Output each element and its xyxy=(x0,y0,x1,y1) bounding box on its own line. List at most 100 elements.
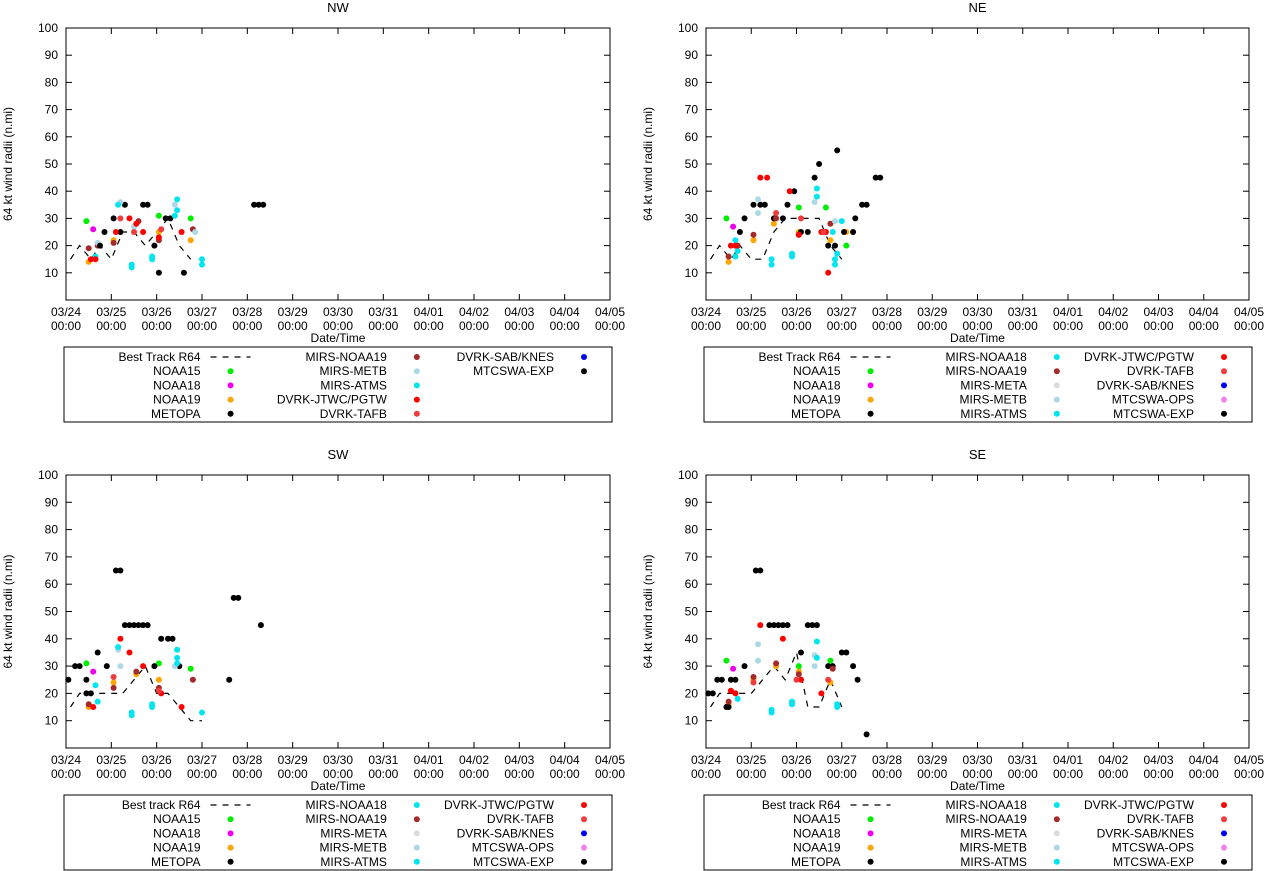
point-mirs-metb xyxy=(171,201,178,208)
legend-label: MIRS-META xyxy=(960,378,1026,392)
legend-label: DVRK-SAB/KNES xyxy=(1097,826,1194,840)
point-dvrk-jtwc-pgtw xyxy=(732,242,739,249)
legend-label: METOPA xyxy=(151,407,201,421)
point-dvrk-jtwc-pgtw xyxy=(795,231,802,238)
best-track-line xyxy=(70,217,192,261)
y-tick-label: 100 xyxy=(38,468,58,482)
legend-swatch-dot xyxy=(1221,382,1227,389)
point-dvrk-jtwc-pgtw xyxy=(757,174,764,181)
x-tick-label: 03/28 00:00 xyxy=(872,305,902,333)
point-metopa xyxy=(816,161,823,167)
x-tick-label: 03/27 00:00 xyxy=(827,753,857,781)
point-metopa xyxy=(83,690,90,697)
point-metopa xyxy=(235,594,242,601)
chart-title: NE xyxy=(968,0,986,15)
legend-swatch-dot xyxy=(1221,844,1227,851)
point-metopa xyxy=(705,690,712,697)
point-dvrk-jtwc-pgtw xyxy=(779,635,786,642)
legend-label: DVRK-JTWC/PGTW xyxy=(1084,798,1195,812)
point-metopa xyxy=(804,622,811,629)
y-tick-label: 40 xyxy=(685,184,699,198)
point-dvrk-jtwc-pgtw xyxy=(140,663,147,670)
plot-frame xyxy=(65,27,611,301)
legend-label: MTCSWA-EXP xyxy=(473,364,554,378)
point-mirs-atms xyxy=(732,253,739,260)
point-metopa xyxy=(103,663,110,670)
legend-label: NOAA19 xyxy=(793,393,841,407)
x-tick-label: 03/27 00:00 xyxy=(187,753,217,781)
legend-swatch-dot xyxy=(1221,802,1227,808)
x-tick-label: 03/29 00:00 xyxy=(917,753,947,781)
legend-label: MIRS-NOAA18 xyxy=(946,798,1028,812)
y-tick-label: 90 xyxy=(45,495,59,509)
point-metopa xyxy=(135,622,142,629)
legend-label: DVRK-TAFB xyxy=(320,407,387,421)
point-mirs-atms xyxy=(789,250,795,257)
x-axis-label: Date/Time xyxy=(311,779,366,793)
y-tick-label: 60 xyxy=(685,577,699,591)
legend-swatch-dot xyxy=(867,830,874,837)
x-tick-label: 03/25 00:00 xyxy=(96,753,126,781)
point-metopa xyxy=(775,622,782,629)
legend-swatch-dot xyxy=(867,368,874,375)
legend-label: MIRS-ATMS xyxy=(320,378,386,392)
legend-swatch-dot xyxy=(1053,354,1060,360)
legend-label: MIRS-ATMS xyxy=(960,855,1026,869)
point-dvrk-tafb xyxy=(117,215,124,222)
legend-label: DVRK-JTWC/PGTW xyxy=(1084,350,1195,364)
x-tick-label: 04/05 00:00 xyxy=(595,305,625,333)
y-tick-label: 90 xyxy=(45,48,59,62)
point-metopa xyxy=(841,229,847,235)
legend-label: DVRK-JTWC/PGTW xyxy=(277,393,388,407)
legend-swatch-dot xyxy=(413,816,420,823)
point-mirs-noaa19 xyxy=(795,671,802,678)
y-tick-label: 60 xyxy=(45,577,59,591)
point-metopa xyxy=(144,201,151,208)
point-mirs-noaa19 xyxy=(110,684,117,691)
point-mirs-atms xyxy=(149,704,156,710)
x-tick-label: 03/29 00:00 xyxy=(278,305,308,333)
point-mirs-noaa19 xyxy=(827,220,834,227)
y-tick-label: 40 xyxy=(685,632,699,646)
legend-label: DVRK-TAFB xyxy=(1127,364,1194,378)
point-mirs-atms xyxy=(128,264,135,271)
point-dvrk-tafb xyxy=(798,215,804,222)
point-metopa xyxy=(741,663,748,670)
x-tick-label: 04/02 00:00 xyxy=(459,753,489,781)
point-metopa xyxy=(757,201,764,208)
point-noaa15 xyxy=(155,212,162,219)
point-noaa15 xyxy=(83,660,90,667)
point-metopa xyxy=(798,649,804,656)
legend-swatch-dot xyxy=(1221,410,1227,417)
point-metopa xyxy=(112,567,119,574)
chart-panel-sw: SW 10 20 30 40 50 60 70 80 90 100 03/24 00:00 03/25 00… xyxy=(1,447,625,871)
y-tick-label: 20 xyxy=(45,686,59,700)
point-metopa xyxy=(140,622,147,629)
legend-label: METOPA xyxy=(151,855,201,869)
point-metopa xyxy=(151,242,158,249)
point-dvrk-tafb xyxy=(793,676,800,683)
point-noaa19 xyxy=(750,237,757,244)
legend-swatch-dot xyxy=(581,858,587,865)
point-noaa19 xyxy=(725,258,732,265)
y-tick-label: 30 xyxy=(45,659,59,673)
legend-swatch-dot xyxy=(227,830,234,837)
point-dvrk-jtwc-pgtw xyxy=(117,635,124,642)
point-dvrk-tafb xyxy=(131,229,137,235)
legend-label: NOAA18 xyxy=(153,378,201,392)
x-tick-label: 03/30 00:00 xyxy=(962,753,992,781)
plot-frame xyxy=(705,474,1250,749)
point-metopa xyxy=(766,622,773,629)
x-tick-label: 03/24 00:00 xyxy=(51,305,81,333)
point-mirs-noaa19 xyxy=(750,231,757,238)
point-mirs-metb xyxy=(755,657,761,664)
point-dvrk-jtwc-pgtw xyxy=(798,676,804,683)
x-tick-label: 03/26 00:00 xyxy=(781,753,811,781)
legend-swatch-dot xyxy=(1053,844,1060,851)
point-metopa xyxy=(813,622,820,629)
legend-swatch-dot xyxy=(413,858,420,865)
y-tick-label: 10 xyxy=(685,266,699,280)
best-track-line xyxy=(710,217,843,261)
point-mirs-metb xyxy=(811,663,818,670)
